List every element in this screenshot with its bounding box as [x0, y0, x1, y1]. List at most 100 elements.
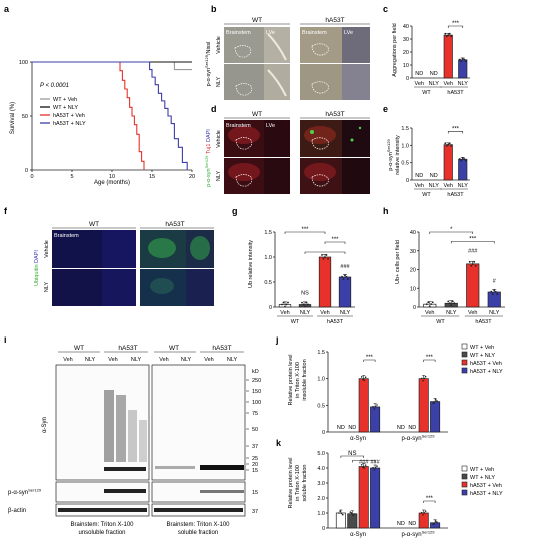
panel-h-point [494, 290, 497, 293]
panel-b-img-ha53t-lve-nly [342, 64, 370, 100]
panel-f-img-wt-brainstem-nly [52, 269, 102, 306]
panel-c-ytick-label: 30 [403, 37, 409, 43]
panel-a-ytick-label: 50 [22, 114, 28, 120]
panel-k-point [424, 510, 427, 512]
panel-i-group-4: hA53T [212, 345, 231, 352]
panel-k-point [353, 513, 356, 515]
panel-j-point [362, 378, 364, 381]
panel-k-legend-swatch [461, 489, 468, 496]
panel-g-mark: NS [301, 291, 309, 297]
panel-d-img-ha53t-lve-vehicle [342, 120, 370, 157]
panel-k-point [373, 469, 376, 471]
panel-i-caption-2a: Brainstem: Triton X-100 [166, 522, 230, 528]
panel-e-ylabel-main: p-α-syn [388, 152, 394, 170]
panel-i-lane-label: NLY [181, 357, 192, 363]
panel-i-mw-label: 100 [252, 400, 261, 406]
panel-d-group-wt: WT [252, 111, 262, 118]
panel-b-marker-tail: /Nissl [206, 42, 212, 55]
panel-j: j Relative protein level in Triton X-100… [275, 335, 503, 442]
panel-h-point [490, 290, 493, 293]
panel-k-xcat-main: p-α-syn [401, 532, 421, 538]
panel-j-xcat-sup: Ser129 [422, 434, 436, 439]
panel-k-letter: k [276, 438, 282, 448]
panel-d-img-wt-lve-vehicle [264, 120, 290, 157]
panel-c-sig: *** [452, 21, 460, 27]
panel-j-ytick-label: 1.5 [317, 350, 325, 356]
panel-f-stain-label: Ubiquitin DAPI [34, 250, 40, 286]
panel-j-legend-label: WT + NLY [470, 353, 495, 359]
panel-e-treat-label: Veh [444, 183, 453, 189]
panel-k-bar [370, 467, 381, 529]
panel-g-bracket [304, 251, 346, 254]
panel-b-img-ha53t-brainstem-vehicle [300, 27, 342, 63]
panel-j-point [374, 405, 377, 408]
panel-f-stain-b: DAPI [34, 250, 40, 263]
panel-a-pvalue: P < 0.0001 [40, 83, 69, 89]
panel-h-point [447, 300, 450, 303]
panel-a-legend: WT + Veh WT + NLY hA53T + Veh hA53T + NLY [40, 97, 86, 127]
panel-c-nd: ND [415, 71, 423, 77]
panel-k: k Relative protein level in Triton X-100… [276, 438, 503, 538]
panel-d-roi-2 [311, 137, 329, 150]
panel-d: d WT hA53T Brainstem LVe Vehicle NLY p-α… [204, 104, 370, 194]
panel-j-legend-label: WT + Veh [470, 345, 494, 351]
panel-i-band-actin-soluble [154, 508, 243, 512]
panel-j-point [420, 377, 423, 380]
panel-j-legend-swatch [461, 343, 468, 350]
panel-d-green-dot-1 [310, 130, 314, 134]
panel-h-ytick-label: 30 [410, 249, 416, 255]
panel-h-geno-ha53t: hA53T [475, 319, 492, 325]
panel-i-mw-label: 250 [252, 378, 261, 384]
panel-c-point [458, 58, 461, 61]
panel-j-ylabel-3: insoluble fraction [302, 359, 308, 400]
panel-i-band-asyn-insoluble [104, 467, 146, 471]
panel-j-bracket [363, 359, 376, 362]
panel-e-point [460, 159, 463, 162]
panel-g-point [325, 254, 328, 256]
panel-a-xtick-label: 15 [149, 174, 155, 180]
panel-d-stain-label: p-α-synSer129 Tuj1 DAPI [204, 129, 212, 187]
panel-h-point [491, 293, 494, 295]
panel-g-point [347, 278, 349, 280]
panel-a-x-ticks: 0 5 10 15 20 [30, 170, 195, 180]
panel-i-blot-insoluble-asyn [55, 364, 150, 481]
panel-h-point [468, 260, 471, 263]
panel-g-point [301, 301, 303, 304]
panel-j-legend-swatch [461, 359, 468, 366]
panel-b-row-nly: NLY [216, 77, 222, 88]
panel-e-point [461, 157, 464, 159]
panel-h-bar-3 [466, 263, 480, 308]
panel-h-point [496, 293, 499, 295]
panel-j-sig: *** [366, 355, 374, 361]
panel-e: e p-α-synSer129 relative intensity 0 0.5 1… [383, 104, 470, 198]
panel-g: g Ub relative intensity 0 0.5 1.0 1.5 Veh NLY… [232, 206, 355, 325]
panel-h-treat-label: Veh [468, 310, 477, 316]
panel-k-point [352, 514, 354, 517]
panel-g-treat-label: Veh [280, 310, 289, 316]
panel-i-mw-label: 75 [252, 411, 258, 417]
panel-h-point [427, 301, 430, 304]
panel-i-row-psyn: p-α-synSer129 [8, 488, 42, 497]
panel-e-ytick-label: 1.0 [401, 143, 409, 149]
panel-g-point [304, 305, 306, 308]
panel-k-nd: ND [397, 521, 405, 527]
panel-a-xlabel: Age (months) [94, 180, 130, 186]
panel-b-marker-main: p-α-syn [206, 68, 212, 86]
panel-d-roi-4 [311, 174, 329, 187]
panel-k-legend-label: hA53T + NLY [470, 491, 503, 497]
panel-i-blot-soluble-psyn [151, 481, 246, 503]
panel-j-point [373, 408, 376, 410]
panel-k-ytick-label: 3.0 [317, 481, 325, 487]
panel-k-point [364, 464, 367, 466]
panel-i-band-asyn-soluble-wt [155, 466, 195, 469]
panel-j-nd: ND [337, 425, 345, 431]
panel-j-point [433, 401, 436, 404]
panel-j-bar [430, 401, 441, 433]
panel-g-ytick-label: 1.5 [264, 230, 272, 236]
panel-d-roi-3 [235, 174, 253, 187]
panel-i-smear-2 [116, 395, 126, 462]
panel-e-point [444, 142, 447, 145]
panel-e-bar-3 [443, 144, 453, 181]
panel-j-ytick-label: 0.5 [317, 403, 325, 409]
panel-h-point [493, 289, 496, 292]
